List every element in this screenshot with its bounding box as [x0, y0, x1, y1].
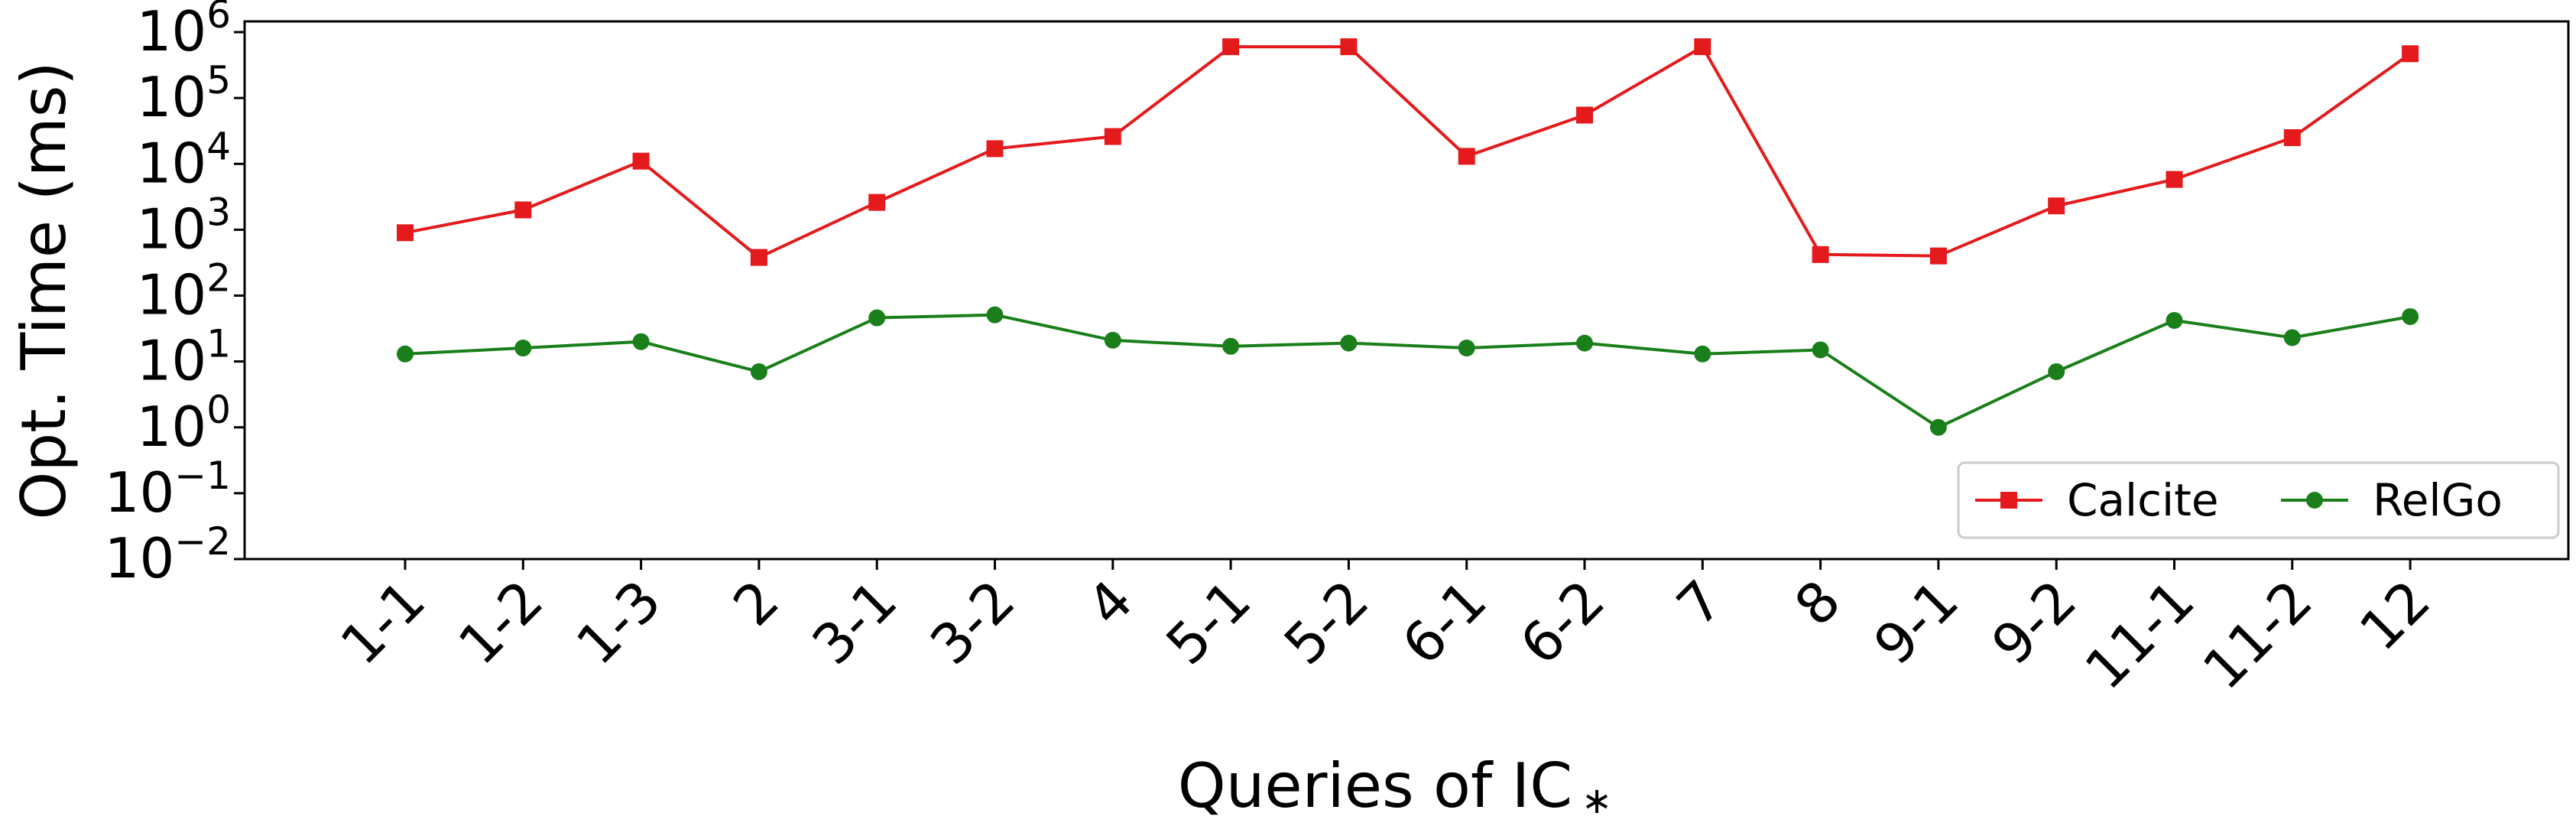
data-point	[986, 306, 1004, 324]
y-tick-label: 101	[137, 322, 231, 393]
data-point	[986, 140, 1004, 158]
data-point	[397, 345, 414, 363]
data-point	[2283, 128, 2301, 146]
y-tick-exponent: 3	[206, 190, 231, 234]
data-point	[750, 249, 767, 266]
x-tick-label: 5-1	[1154, 568, 1264, 678]
data-point	[397, 224, 414, 242]
y-tick-exponent: 0	[206, 388, 231, 432]
data-point	[514, 340, 532, 357]
data-point	[2166, 171, 2183, 188]
x-tick-label: 6-1	[1390, 568, 1499, 678]
data-point	[1104, 128, 1121, 145]
data-point	[632, 333, 650, 350]
data-point	[1340, 334, 1358, 352]
x-tick-label: 11-1	[2073, 568, 2207, 702]
x-axis-title-text: Queries of IC	[1178, 750, 1572, 821]
data-point	[514, 201, 532, 219]
data-point	[1340, 38, 1358, 56]
data-point	[1458, 148, 1475, 165]
y-tick-exponent: 1	[206, 322, 231, 366]
x-tick-label: 1-1	[328, 568, 437, 678]
x-tick-label: 12	[2347, 568, 2442, 663]
data-point	[1576, 106, 1593, 124]
y-tick-label: 100	[137, 388, 231, 459]
x-tick-label: 5-2	[1272, 568, 1381, 678]
data-point	[1929, 247, 1947, 265]
data-point	[868, 309, 886, 327]
data-point	[1694, 38, 1711, 56]
data-point	[2283, 329, 2301, 346]
y-tick-base: 10	[137, 263, 207, 327]
x-tick-label: 1-2	[446, 568, 556, 678]
y-tick-label: 103	[137, 190, 231, 261]
x-tick-label: 3-2	[918, 568, 1027, 678]
plot-frame	[243, 20, 2570, 561]
x-axis-title-suffix: ∗	[1582, 779, 1612, 822]
x-tick-label: 3-1	[800, 568, 910, 678]
x-tick-label: 4	[1075, 568, 1145, 639]
y-tick-base: 10	[137, 0, 207, 63]
x-axis: 1-1 1-2 1-3 2 3-1 3-2 4 5-1 5-2 6-1 6-2 7 8 9-1 9-211-…	[328, 559, 2442, 702]
x-tick-label: 7	[1665, 568, 1735, 639]
data-point	[1812, 246, 1829, 263]
series-layer	[397, 38, 2419, 436]
y-tick-base: 10	[105, 526, 175, 590]
y-tick-exponent: −2	[174, 519, 231, 564]
data-point	[868, 193, 886, 211]
y-tick-base: 10	[137, 395, 207, 459]
y-tick-label: 105	[137, 58, 231, 129]
x-axis-title: Queries of IC ∗	[1178, 750, 1613, 822]
data-point	[1576, 334, 1593, 352]
y-tick-label: 10−1	[105, 454, 231, 525]
data-point	[750, 363, 767, 380]
legend-label: Calcite	[2067, 474, 2219, 526]
data-point	[2048, 197, 2065, 215]
data-point	[1458, 340, 1475, 357]
x-tick-label: 11-2	[2191, 568, 2325, 702]
legend: Calcite RelGo	[1957, 461, 2560, 539]
data-point	[2048, 363, 2065, 380]
x-tick-label: 9-1	[1861, 568, 1971, 678]
series-line	[404, 313, 2411, 430]
data-point	[2166, 311, 2183, 329]
x-tick-label: 8	[1783, 568, 1853, 639]
x-tick-label: 1-3	[564, 568, 673, 678]
x-tick-label: 2	[721, 568, 791, 639]
data-point	[1222, 38, 1240, 56]
data-point	[2402, 307, 2419, 325]
data-point	[2402, 45, 2419, 63]
data-point	[632, 152, 650, 170]
y-tick-label: 102	[137, 256, 231, 327]
y-tick-base: 10	[137, 65, 207, 129]
legend-marker	[2306, 492, 2323, 509]
y-tick-label: 10−2	[105, 519, 231, 590]
y-tick-exponent: 5	[206, 58, 231, 102]
legend-box	[1957, 461, 2560, 539]
data-point	[1929, 418, 1947, 436]
y-tick-label: 104	[137, 124, 231, 195]
y-tick-exponent: −1	[174, 454, 231, 498]
y-tick-base: 10	[137, 197, 207, 261]
y-tick-label: 106	[137, 0, 231, 63]
y-tick-exponent: 4	[206, 124, 231, 168]
y-tick-base: 10	[105, 460, 175, 525]
y-tick-exponent: 6	[206, 0, 231, 37]
data-point	[1104, 331, 1121, 349]
data-point	[1694, 345, 1711, 363]
x-tick-label: 6-2	[1507, 568, 1617, 678]
y-tick-base: 10	[137, 329, 207, 393]
y-axis-title: Opt. Time (ms)	[8, 61, 79, 519]
legend-marker	[2000, 492, 2017, 509]
data-point	[1812, 341, 1829, 359]
y-tick-exponent: 2	[206, 256, 231, 301]
series-line	[404, 44, 2412, 259]
legend-label: RelGo	[2373, 474, 2503, 526]
data-point	[1222, 337, 1240, 355]
x-tick-label: 9-2	[1980, 568, 2089, 678]
y-tick-base: 10	[137, 131, 207, 195]
